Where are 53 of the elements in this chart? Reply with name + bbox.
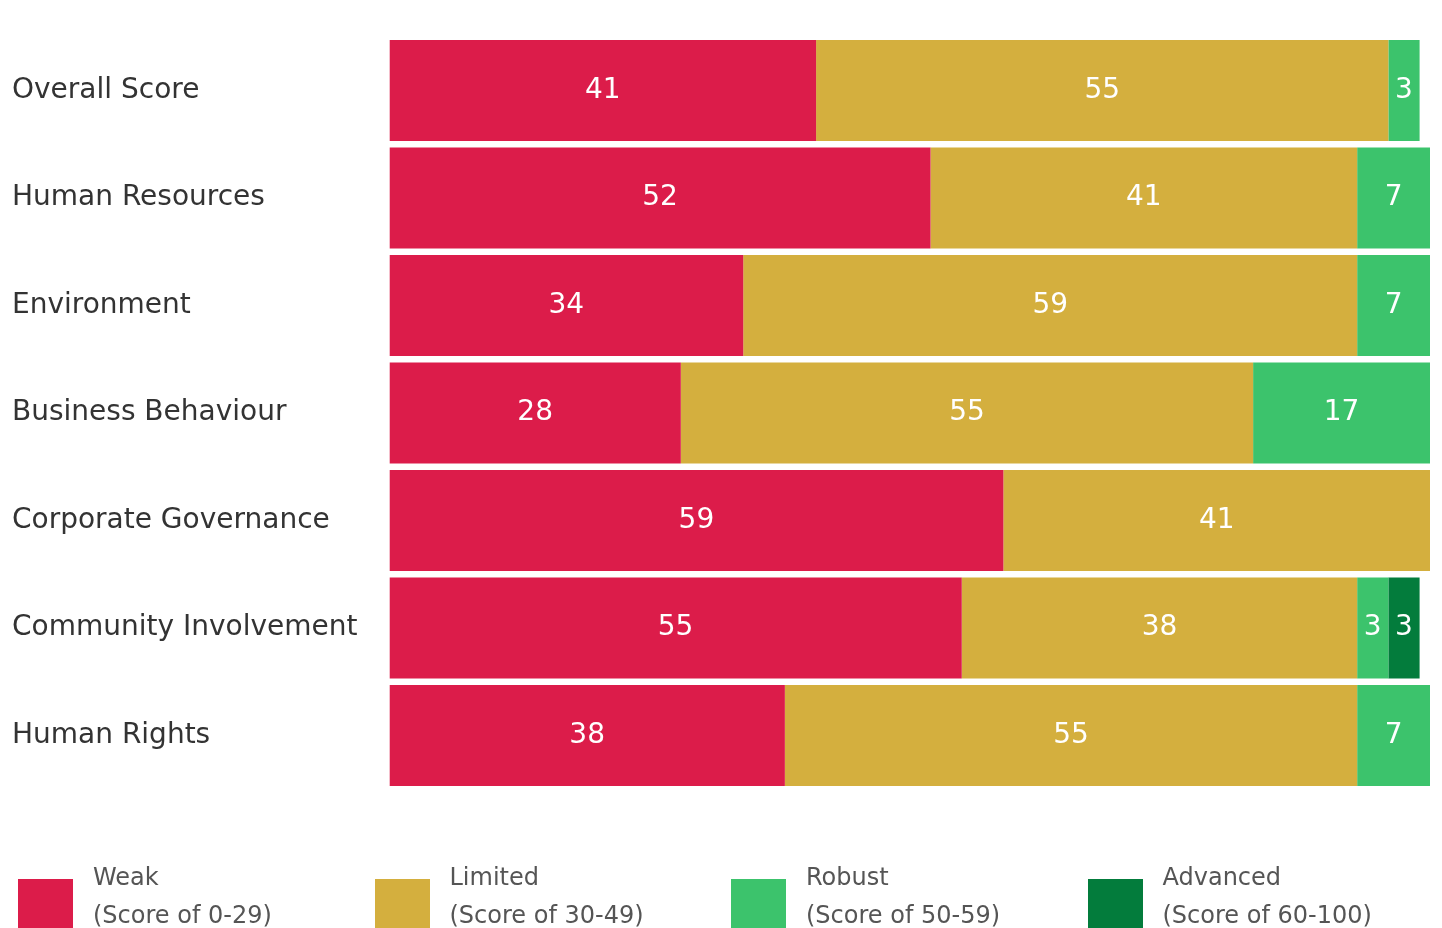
bar xyxy=(389,577,962,679)
bar xyxy=(961,577,1358,679)
bar xyxy=(1357,255,1430,357)
legend-label: Robust (Score of 50-59) xyxy=(806,862,1001,928)
bar xyxy=(389,362,681,464)
data-label: 7 xyxy=(1384,179,1403,213)
y-tick-label: Corporate Governance xyxy=(12,501,330,535)
bar xyxy=(1388,40,1420,142)
data-label: 38 xyxy=(569,716,605,750)
bar xyxy=(1357,577,1389,679)
bar xyxy=(1253,362,1430,464)
legend-label: Advanced (Score of 60-100) xyxy=(1162,862,1372,928)
data-label: 3 xyxy=(1395,609,1413,643)
bar xyxy=(930,147,1358,249)
bar xyxy=(816,40,1389,142)
y-tick-label: Human Resources xyxy=(12,179,265,213)
data-label: 52 xyxy=(642,179,678,213)
data-label: 3 xyxy=(1363,609,1382,643)
bar xyxy=(389,255,744,357)
bar xyxy=(389,469,1004,571)
bar xyxy=(680,362,1254,464)
data-label: 17 xyxy=(1323,394,1360,428)
data-label: 38 xyxy=(1141,609,1178,643)
bar xyxy=(389,147,931,249)
data-label: 59 xyxy=(1032,286,1069,320)
bar xyxy=(389,684,785,786)
bar xyxy=(784,684,1358,786)
data-label: 59 xyxy=(678,501,715,535)
data-label: 55 xyxy=(657,609,694,643)
data-label: 3 xyxy=(1395,71,1413,105)
bar xyxy=(1003,469,1430,571)
bar xyxy=(743,255,1358,357)
y-tick-label: Overall Score xyxy=(12,71,200,105)
data-label: 7 xyxy=(1384,286,1403,320)
y-tick-label: Human Rights xyxy=(12,716,211,750)
data-label: 41 xyxy=(1126,179,1162,213)
y-tick-label: Environment xyxy=(12,286,191,320)
data-label: 28 xyxy=(517,394,553,428)
data-label: 34 xyxy=(548,286,585,320)
data-label: 55 xyxy=(1084,71,1121,105)
data-label: 55 xyxy=(949,394,985,428)
legend-label: Weak (Score of 0-29) xyxy=(93,862,272,928)
data-label: 41 xyxy=(584,71,621,105)
bar xyxy=(1357,147,1430,249)
y-tick-label: Community Involvement xyxy=(12,609,358,643)
y-tick-label: Business Behaviour xyxy=(12,394,287,428)
data-label: 55 xyxy=(1053,716,1089,750)
bar xyxy=(1357,684,1430,786)
data-label: 41 xyxy=(1198,501,1235,535)
bar xyxy=(1388,577,1420,679)
data-label: 7 xyxy=(1384,716,1403,750)
bar xyxy=(389,40,817,142)
legend-label: Limited (Score of 30-49) xyxy=(449,862,644,928)
